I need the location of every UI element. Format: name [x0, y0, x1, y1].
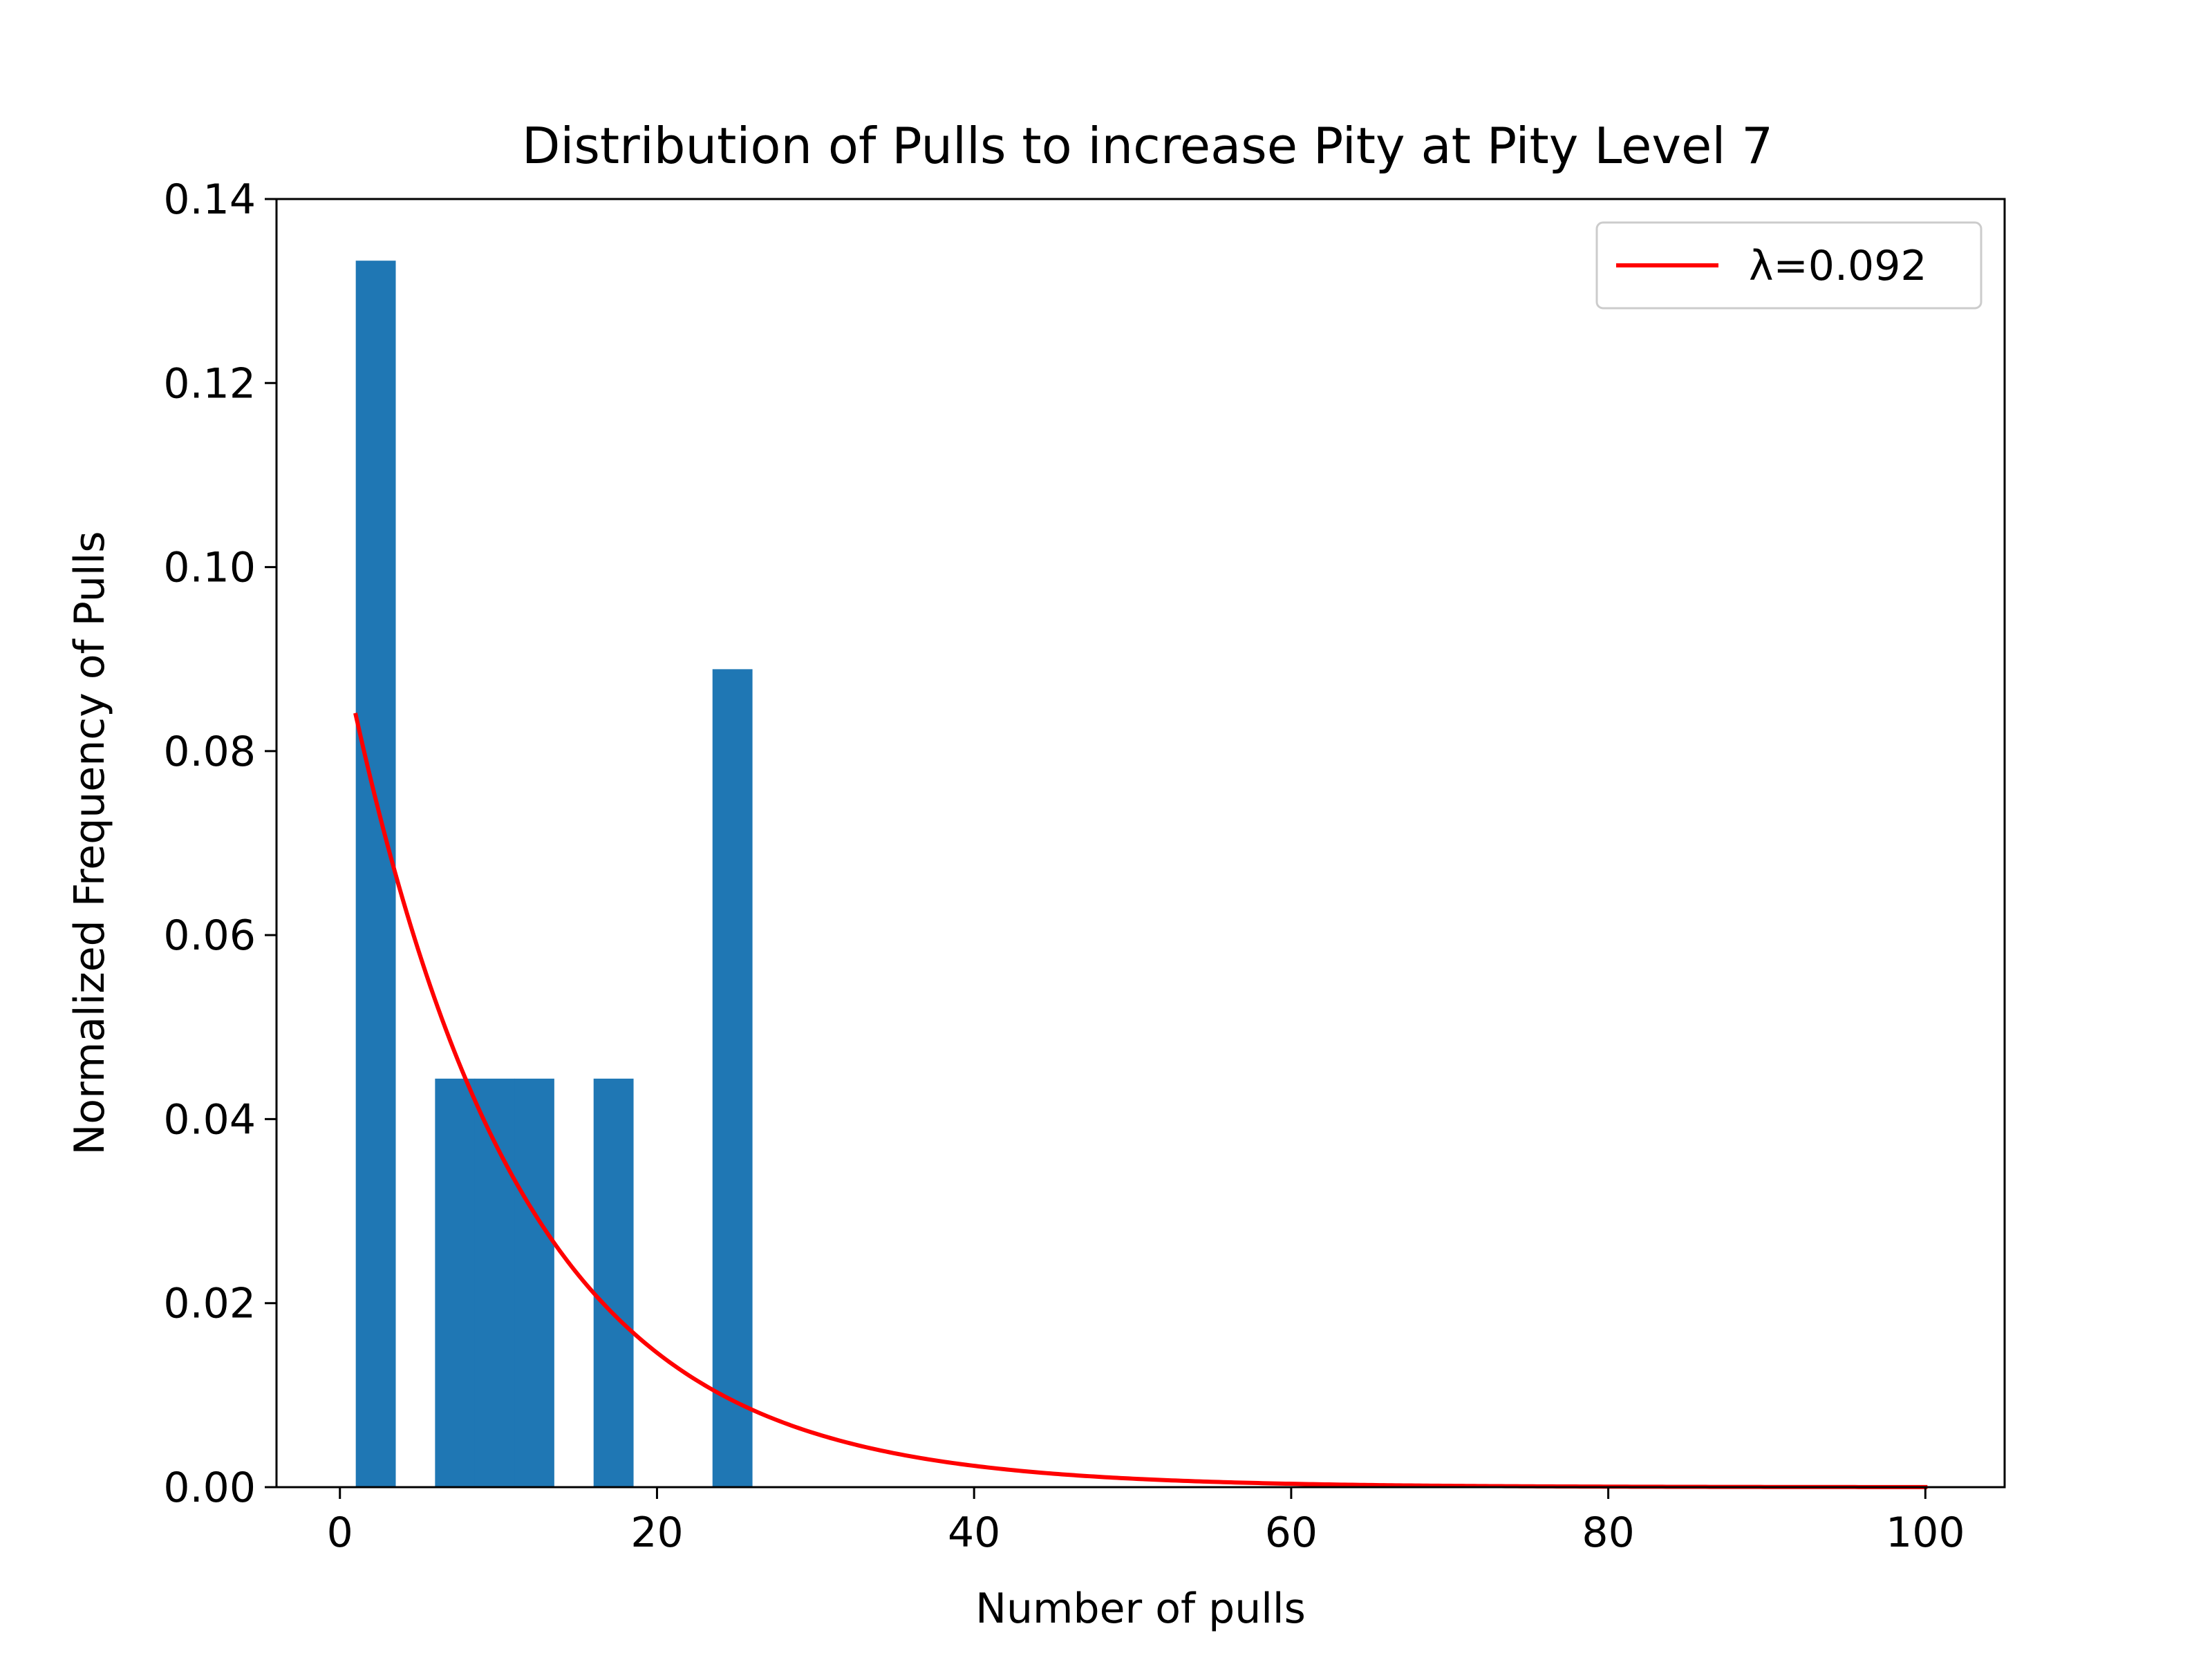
y-axis-label: Normalized Frequency of Pulls [66, 531, 114, 1155]
legend-label: λ=0.092 [1749, 242, 1927, 290]
y-tick-label: 0.12 [163, 359, 256, 408]
x-tick-label: 100 [1886, 1509, 1965, 1557]
histogram-bar [593, 1078, 634, 1487]
legend-box [1595, 221, 1983, 310]
histogram-bar [514, 1078, 554, 1487]
y-axis-ticks: 0.00 0.02 0.04 0.06 0.08 0.10 0.12 0.14 [163, 176, 276, 1512]
x-axis-label: Number of pulls [975, 1585, 1306, 1633]
chart-title: Distribution of Pulls to increase Pity a… [522, 117, 1773, 175]
plot-frame [275, 198, 2006, 1489]
y-tick-label: 0.00 [163, 1464, 256, 1512]
histogram-bar [435, 1078, 476, 1487]
x-tick-label: 40 [948, 1509, 1000, 1557]
x-tick-label: 0 [327, 1509, 353, 1557]
x-axis-ticks: 0 20 40 60 80 100 [327, 1487, 1965, 1557]
histogram-bar [355, 261, 396, 1488]
y-tick-label: 0.10 [163, 544, 256, 592]
histogram-bar [712, 669, 753, 1487]
legend: λ=0.092 [1595, 221, 1983, 310]
y-tick-label: 0.08 [163, 728, 256, 776]
x-tick-label: 80 [1582, 1509, 1634, 1557]
y-tick-label: 0.04 [163, 1095, 256, 1144]
x-tick-label: 60 [1265, 1509, 1318, 1557]
y-tick-label: 0.14 [163, 176, 256, 224]
x-tick-label: 20 [630, 1509, 683, 1557]
y-tick-label: 0.06 [163, 912, 256, 960]
y-tick-label: 0.02 [163, 1280, 256, 1328]
